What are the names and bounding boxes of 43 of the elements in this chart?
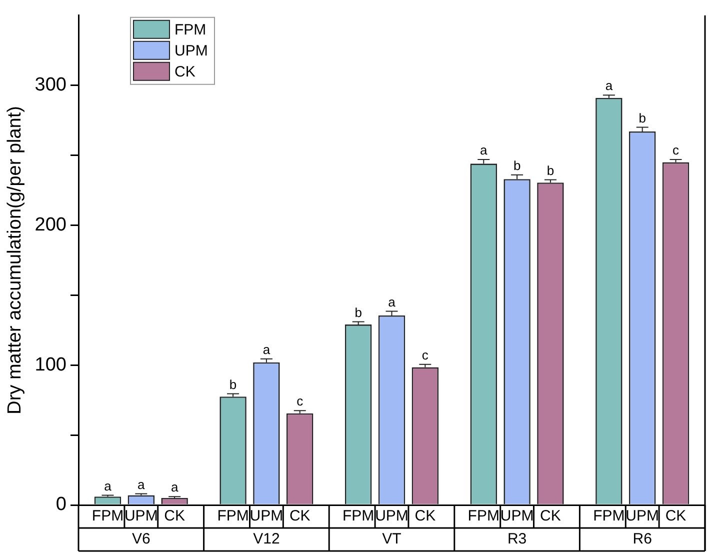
data-label: b bbox=[513, 158, 521, 173]
text: FPM bbox=[593, 508, 625, 525]
text: FPM bbox=[468, 508, 500, 525]
data-label: a bbox=[104, 478, 112, 494]
data-label: a bbox=[480, 142, 488, 158]
text: CK bbox=[164, 508, 185, 525]
legend-label: FPM bbox=[174, 22, 206, 39]
data-label: c bbox=[422, 347, 429, 362]
y-tick-label: 100 bbox=[34, 354, 66, 376]
text: UPM bbox=[250, 508, 284, 525]
text: CK bbox=[414, 508, 436, 525]
y-axis-title: Dry matter accumulation(g/per plant) bbox=[4, 106, 26, 414]
text: FPM bbox=[342, 508, 374, 525]
x-tick-label: V6 bbox=[132, 530, 150, 548]
y-tick-label: 0 bbox=[56, 494, 66, 516]
x-tick-label: R3 bbox=[507, 530, 527, 548]
legend-label: UPM bbox=[174, 42, 208, 60]
x-tick-label: V12 bbox=[253, 530, 280, 548]
text: CK bbox=[665, 508, 686, 525]
text: UPM bbox=[500, 508, 534, 525]
x-tick-label: VT bbox=[382, 530, 402, 548]
text: UPM bbox=[375, 508, 408, 525]
data-label: b bbox=[546, 162, 554, 178]
data-label: a bbox=[138, 476, 146, 492]
data-label: a bbox=[170, 480, 179, 495]
x-tick-label: R6 bbox=[632, 530, 652, 548]
text: CK bbox=[289, 508, 310, 525]
y-tick-label: 300 bbox=[34, 74, 66, 96]
legend-label: CK bbox=[174, 64, 196, 81]
data-label: a bbox=[388, 294, 396, 310]
y-tick-label: 200 bbox=[34, 214, 66, 236]
data-label: a bbox=[605, 78, 614, 94]
data-label: b bbox=[354, 304, 362, 320]
text: UPM bbox=[124, 508, 158, 525]
data-label: b bbox=[638, 110, 646, 126]
text: FPM bbox=[217, 508, 249, 525]
text: UPM bbox=[626, 508, 660, 525]
data-label: a bbox=[262, 342, 271, 357]
data-label: c bbox=[296, 394, 304, 409]
data-label: c bbox=[672, 142, 680, 158]
text: CK bbox=[540, 508, 561, 525]
data-label: b bbox=[229, 376, 237, 392]
text: FPM bbox=[92, 508, 124, 525]
